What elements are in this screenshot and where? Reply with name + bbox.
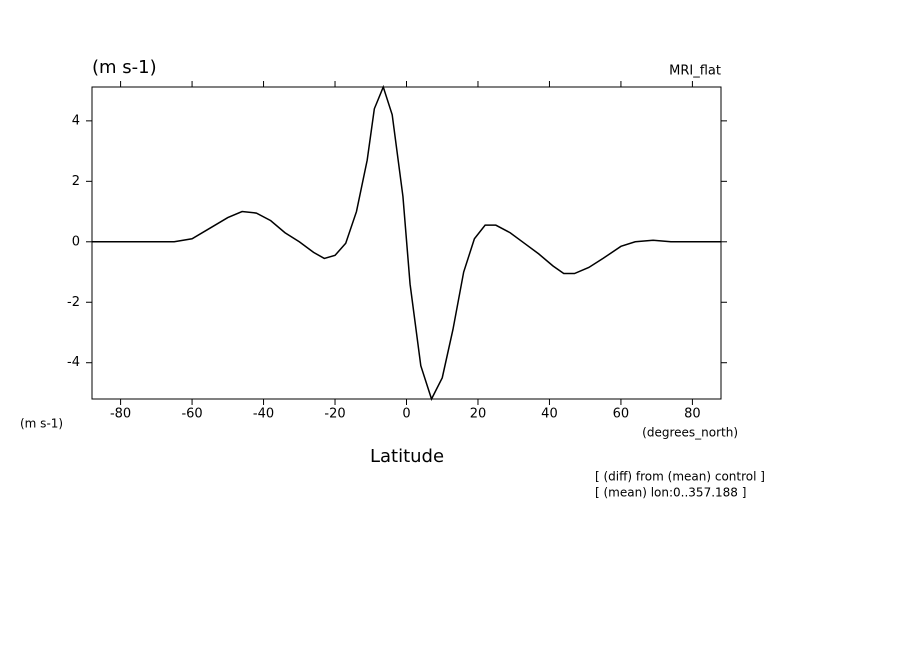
y-tick-label: 2	[72, 174, 80, 189]
x-tick-label: -80	[110, 407, 131, 422]
y-tick-label: 0	[72, 234, 80, 249]
x-tick-label: -60	[181, 407, 202, 422]
y-tick-label: -2	[67, 295, 80, 310]
x-unit: (degrees_north)	[642, 426, 738, 440]
model-label: MRI_flat	[669, 64, 721, 79]
x-tick-label: 20	[470, 407, 487, 422]
chart-title: (m s-1)	[92, 57, 157, 78]
x-tick-label: 60	[613, 407, 630, 422]
y-tick-label: 4	[72, 113, 80, 128]
note: [ (mean) lon:0..357.188 ]	[595, 486, 746, 500]
y-tick-label: -4	[67, 355, 80, 370]
note: [ (diff) from (mean) control ]	[595, 470, 765, 484]
x-tick-label: 40	[541, 407, 558, 422]
data-line	[92, 84, 721, 401]
x-tick-label: 0	[402, 407, 410, 422]
x-tick-label: -40	[253, 407, 274, 422]
x-tick-label: -20	[324, 407, 345, 422]
y-unit: (m s-1)	[20, 417, 63, 431]
x-axis-label: Latitude	[370, 446, 444, 467]
x-tick-label: 80	[684, 407, 701, 422]
